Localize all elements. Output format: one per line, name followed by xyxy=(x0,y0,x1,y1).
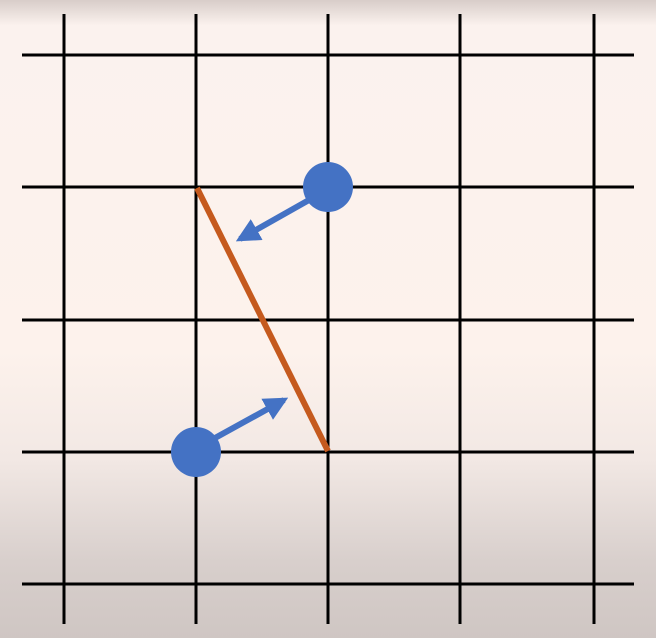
orange-segment xyxy=(194,186,331,453)
grid-lines xyxy=(22,14,634,624)
upper-arrow xyxy=(235,197,311,242)
lower-point xyxy=(171,427,221,477)
upper-point xyxy=(303,162,353,212)
lower-arrow xyxy=(213,397,289,441)
